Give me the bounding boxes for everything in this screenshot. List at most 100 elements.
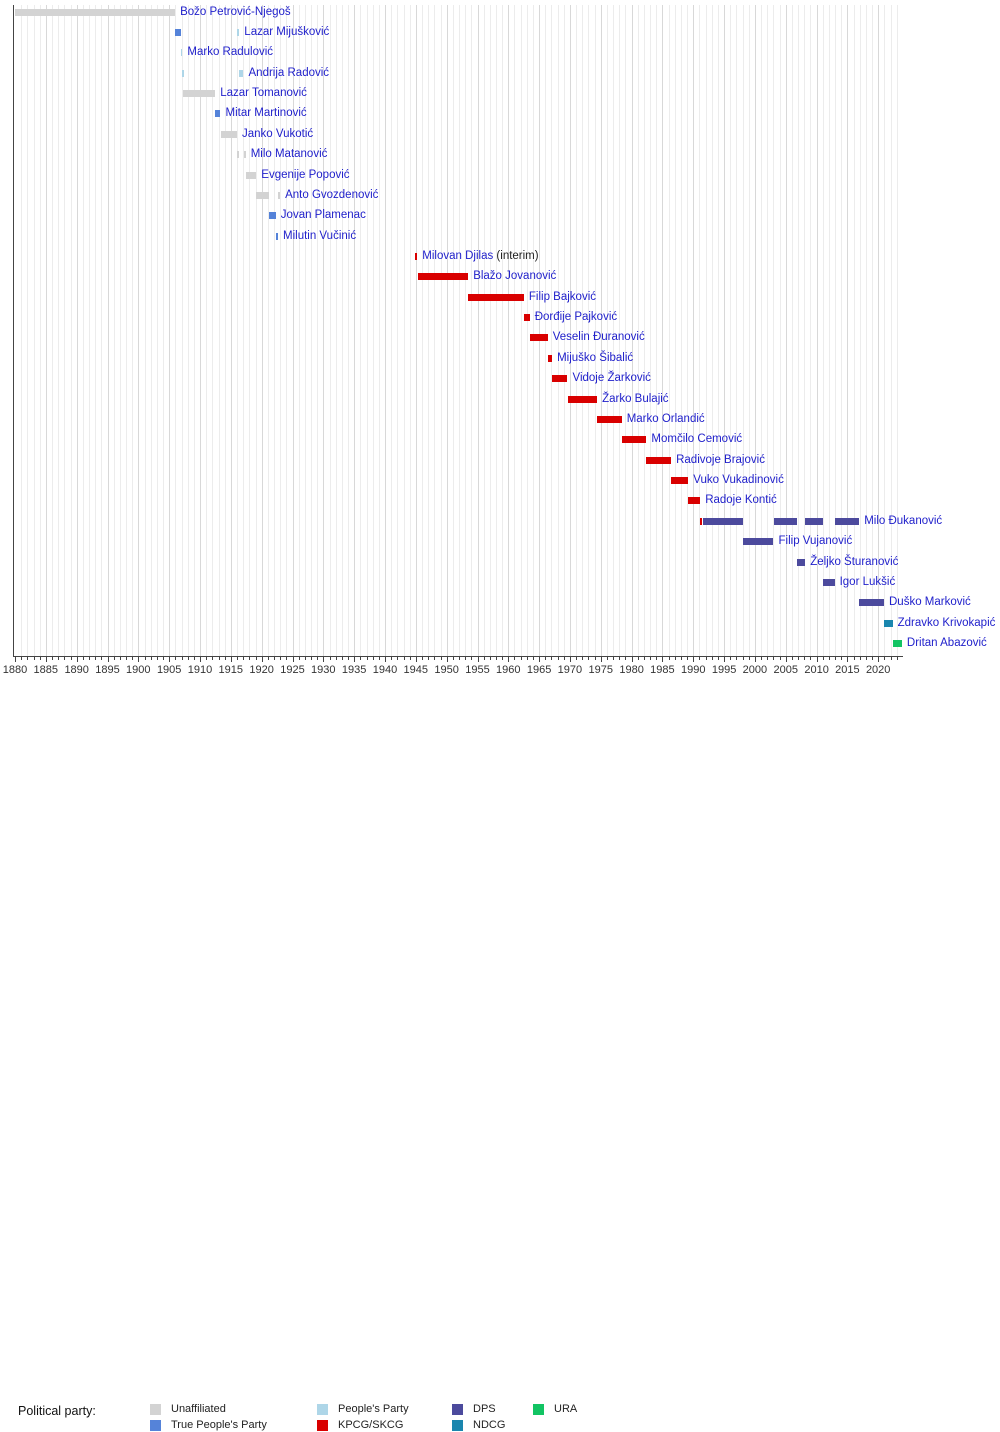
grid-line (391, 5, 393, 656)
grid-line (810, 5, 812, 656)
pm-row-label: Vidoje Žarković (573, 371, 651, 386)
legend-swatch (452, 1420, 463, 1431)
pm-row-label: Žarko Bulajić (602, 392, 668, 407)
grid-line (514, 5, 516, 656)
axis-tick (896, 657, 898, 660)
axis-tick (588, 657, 590, 660)
pm-row-label: Mijuško Šibalić (557, 351, 633, 366)
legend-swatch (317, 1420, 328, 1431)
pm-name-label: Filip Bajković (528, 290, 596, 303)
axis-tick (27, 657, 29, 660)
grid-line (773, 5, 775, 656)
axis-tick (372, 657, 374, 660)
axis-tick (298, 657, 300, 660)
axis-tick (397, 657, 399, 660)
axis-tick (335, 657, 337, 660)
grid-line (348, 5, 349, 656)
grid-line (329, 5, 331, 656)
axis-tick (557, 657, 559, 660)
grid-line (687, 5, 689, 656)
term-bar (743, 538, 774, 546)
pm-name-label: Marko Radulović (187, 46, 274, 59)
grid-line (150, 5, 152, 656)
grid-line (255, 5, 257, 656)
pm-row-label: Zdravko Krivokapić (898, 616, 996, 631)
axis-tick (822, 657, 824, 660)
pm-name-label: Igor Lukšić (839, 575, 896, 588)
axis-tick (15, 657, 16, 662)
grid-line (187, 5, 189, 656)
pm-name-label: Božo Petrović-Njegoš (180, 5, 291, 18)
term-bar (15, 8, 176, 16)
grid-line (724, 5, 726, 656)
tick-label: 1990 (681, 663, 706, 676)
axis-tick (446, 657, 448, 662)
pm-name-label: Filip Vujanović (778, 535, 853, 548)
grid-line (181, 5, 183, 656)
term-bar (182, 69, 184, 77)
grid-line (717, 5, 719, 656)
grid-line (631, 5, 633, 656)
tick-label: 1955 (465, 663, 490, 676)
term-bar (523, 314, 530, 322)
grid-line (791, 5, 793, 656)
pm-row-label: Milo Matanović (251, 147, 328, 162)
axis-tick (791, 657, 793, 660)
axis-tick (465, 657, 467, 660)
term-bar (597, 415, 622, 423)
tick-label: 2015 (835, 663, 860, 676)
grid-line (422, 5, 423, 656)
grid-line (33, 5, 35, 656)
pm-name-label: Veselin Đuranović (552, 331, 645, 344)
grid-line (588, 5, 590, 656)
axis-tick (502, 657, 504, 660)
x-axis-line (13, 655, 903, 657)
legend-label: NDCG (473, 1419, 506, 1431)
term-bar (834, 517, 860, 525)
axis-tick (341, 657, 343, 660)
tick-label: 1895 (95, 663, 120, 676)
grid-line (82, 5, 84, 656)
axis-tick (847, 657, 849, 662)
pm-name-label: Vuko Vukadinović (693, 474, 784, 486)
grid-line (557, 5, 559, 656)
axis-tick (785, 657, 787, 662)
pm-row-label: Janko Vukotić (242, 127, 313, 142)
axis-tick (385, 657, 386, 662)
axis-tick (514, 657, 516, 660)
pm-name-label: Vidoje Žarković (572, 372, 651, 385)
grid-line (680, 5, 682, 656)
grid-line (372, 5, 374, 656)
grid-line (532, 5, 534, 656)
grid-line (835, 5, 837, 656)
tick-label: 1995 (711, 663, 737, 676)
pm-row-label: Marko Orlandić (627, 412, 705, 427)
axis-tick (440, 657, 442, 660)
term-bar (552, 375, 568, 383)
legend-swatch (533, 1404, 544, 1415)
grid-line (650, 5, 652, 656)
pm-name-label: Anto Gvozdenović (285, 188, 379, 201)
axis-tick (816, 657, 818, 662)
grid-line (804, 5, 806, 656)
axis-tick (736, 657, 738, 660)
pm-row-label: Radivoje Brajović (676, 453, 765, 468)
legend-swatch (452, 1404, 463, 1415)
grid-line (662, 5, 664, 656)
axis-tick (21, 657, 23, 660)
legend-swatch (150, 1420, 161, 1431)
pm-name-label: Lazar Tomanović (220, 87, 307, 99)
pm-name-label: Lazar Mijušković (244, 25, 330, 38)
pm-row-label: Milovan Djilas (interim) (422, 249, 538, 264)
grid-line (415, 5, 417, 656)
axis-tick (699, 657, 701, 660)
axis-tick (243, 657, 245, 660)
axis-tick (323, 657, 325, 662)
axis-tick (884, 657, 886, 660)
axis-tick (495, 657, 497, 660)
term-bar (884, 619, 893, 627)
axis-tick (237, 657, 238, 660)
axis-tick (483, 657, 485, 660)
grid-line (853, 5, 855, 656)
term-bar (276, 232, 278, 240)
